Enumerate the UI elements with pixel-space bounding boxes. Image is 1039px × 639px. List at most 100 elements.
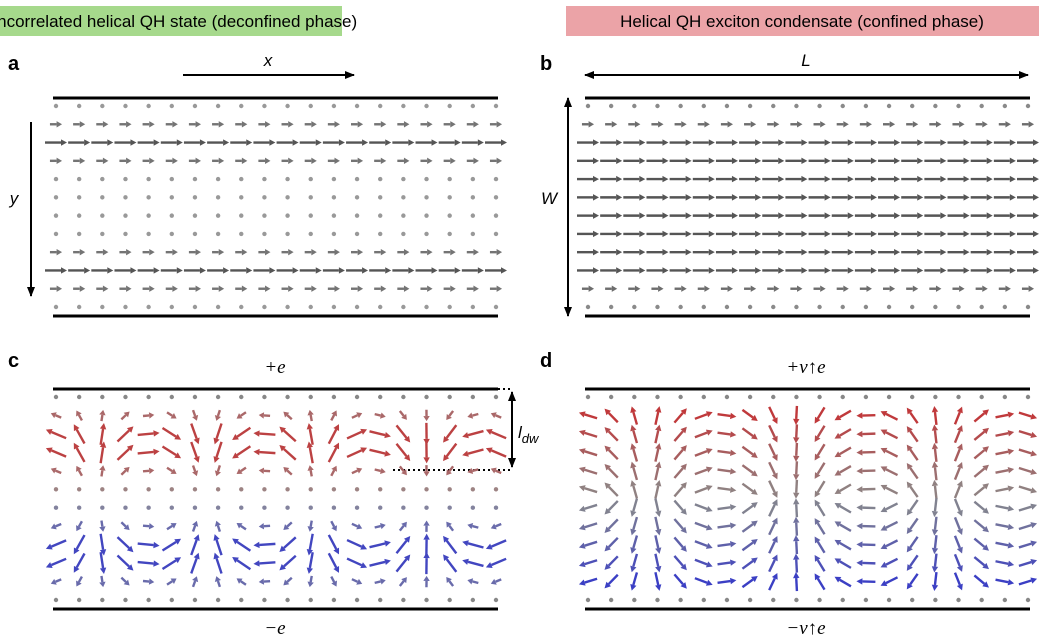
- field-arrow-shaft: [839, 523, 852, 532]
- field-arrow-head: [755, 194, 762, 201]
- field-arrow-head: [593, 175, 599, 183]
- field-arrow-shaft: [330, 414, 336, 422]
- field-arrow-shaft: [309, 575, 313, 583]
- field-arrow-head: [306, 548, 313, 556]
- field-arrow-head: [894, 139, 901, 146]
- field-arrow-shaft: [77, 576, 83, 583]
- field-dot: [239, 597, 244, 603]
- field-arrow-shaft: [885, 486, 899, 495]
- field-arrow-shaft: [768, 559, 776, 573]
- field-arrow-shaft: [839, 483, 852, 493]
- panel-label-d: d: [540, 350, 552, 372]
- field-arrow-shaft: [1018, 524, 1032, 531]
- field-arrow-shaft: [55, 414, 62, 419]
- field-dot: [632, 394, 637, 400]
- field-arrow-head: [1009, 157, 1016, 165]
- field-arrow-head: [655, 528, 662, 536]
- field-arrow-head: [894, 175, 901, 183]
- field-arrow-head: [778, 230, 785, 238]
- field-arrow-head: [639, 175, 646, 183]
- field-arrow-shaft: [346, 449, 363, 459]
- field-dot: [632, 304, 637, 310]
- field-arrow-head: [834, 502, 842, 509]
- field-arrow-head: [680, 582, 687, 589]
- field-arrow-head: [847, 212, 854, 219]
- field-arrow-shaft: [327, 552, 338, 569]
- field-dot: [794, 103, 799, 109]
- field-arrow-head: [982, 562, 989, 570]
- field-arrow-head: [45, 543, 53, 550]
- field-arrow-head: [616, 194, 623, 201]
- field-arrow-head: [630, 547, 637, 554]
- field-arrow-head: [578, 429, 586, 436]
- field-arrow-shaft: [346, 538, 363, 548]
- field-arrow-head: [174, 433, 182, 440]
- field-dot: [401, 103, 406, 109]
- field-arrow-head: [824, 175, 831, 183]
- field-arrow-shaft: [55, 578, 62, 583]
- field-arrow-head: [751, 539, 758, 546]
- field-arrow-shaft: [995, 487, 1009, 493]
- field-arrow-shaft: [933, 411, 938, 426]
- width-label: W: [541, 189, 559, 208]
- field-arrow-head: [380, 578, 386, 585]
- field-dot: [886, 394, 892, 400]
- field-arrow-head: [793, 572, 800, 579]
- field-dot: [886, 597, 892, 603]
- field-arrow-shaft: [166, 411, 173, 417]
- field-arrow-shaft: [351, 469, 359, 475]
- field-arrow-shaft: [309, 414, 313, 422]
- field-arrow-shaft: [77, 414, 83, 421]
- field-arrow-shaft: [795, 405, 799, 420]
- field-arrow-head: [963, 267, 970, 274]
- field-arrow-head: [866, 121, 872, 128]
- field-arrow-head: [834, 558, 842, 565]
- field-arrow-head: [771, 417, 778, 425]
- field-dot: [378, 597, 383, 603]
- field-dot: [470, 176, 476, 182]
- field-dot: [308, 213, 313, 218]
- field-arrow-head: [705, 542, 713, 549]
- field-dot: [331, 304, 337, 310]
- field-dot: [215, 505, 221, 510]
- field-arrow-head: [729, 468, 737, 475]
- field-arrow-head: [195, 157, 201, 165]
- field-dot: [447, 103, 452, 109]
- field-arrow-head: [680, 408, 687, 415]
- field-arrow-shaft: [1018, 505, 1032, 512]
- field-dot: [354, 597, 360, 603]
- field-arrow-shaft: [584, 487, 598, 494]
- field-arrow-shaft: [795, 424, 799, 438]
- field-arrow-shaft: [885, 502, 899, 511]
- domain-wall-label: ldw: [518, 423, 540, 446]
- field-arrow-head: [593, 230, 599, 238]
- field-arrow-head: [870, 194, 877, 201]
- field-arrow-head: [986, 175, 993, 183]
- field-dot: [123, 394, 128, 400]
- field-arrow-head: [751, 470, 758, 477]
- field-arrow-shaft: [116, 448, 130, 461]
- field-arrow-head: [751, 557, 758, 564]
- field-arrow-shaft: [191, 465, 197, 472]
- field-arrow-head: [731, 194, 738, 201]
- field-arrow-shaft: [190, 441, 198, 458]
- field-arrow-head: [443, 435, 450, 443]
- field-arrow-head: [870, 230, 877, 238]
- field-dot: [100, 304, 105, 310]
- field-arrow-head: [213, 552, 220, 560]
- field-arrow-shaft: [495, 578, 502, 583]
- field-arrow-head: [870, 248, 877, 256]
- field-arrow-head: [485, 543, 493, 550]
- field-arrow-head: [729, 559, 737, 566]
- field-dot: [678, 304, 683, 310]
- field-arrow-head: [490, 467, 497, 474]
- field-arrow-head: [236, 523, 243, 529]
- field-arrow-shaft: [607, 518, 619, 530]
- field-dot: [192, 487, 198, 492]
- field-arrow-head: [485, 429, 493, 435]
- field-arrow-head: [265, 157, 271, 165]
- field-arrow-shaft: [673, 555, 684, 567]
- field-arrow-head: [149, 285, 155, 292]
- field-dot: [331, 487, 337, 492]
- field-arrow-head: [126, 545, 134, 553]
